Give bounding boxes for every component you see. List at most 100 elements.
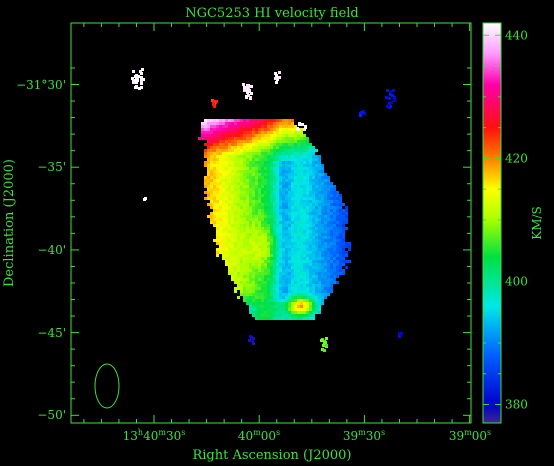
velocity-pixel	[204, 131, 207, 134]
velocity-pixel	[321, 194, 324, 197]
velocity-pixel	[330, 182, 333, 185]
velocity-pixel	[237, 278, 240, 281]
velocity-pixel	[243, 284, 246, 287]
velocity-pixel	[288, 251, 291, 254]
velocity-pixel	[309, 287, 312, 290]
velocity-pixel	[309, 149, 312, 152]
velocity-pixel	[315, 263, 318, 266]
velocity-pixel	[264, 134, 267, 137]
velocity-pixel	[222, 140, 225, 143]
velocity-pixel	[294, 128, 297, 131]
velocity-pixel	[321, 272, 324, 275]
velocity-pixel	[255, 176, 258, 179]
velocity-pixel	[258, 134, 261, 137]
velocity-pixel	[261, 191, 264, 194]
velocity-pixel	[336, 263, 339, 266]
velocity-pixel	[273, 188, 276, 191]
velocity-pixel	[315, 257, 318, 260]
velocity-pixel	[249, 203, 252, 206]
velocity-pixel	[309, 248, 312, 251]
velocity-pixel	[318, 290, 321, 293]
velocity-pixel	[264, 287, 267, 290]
velocity-pixel	[228, 185, 231, 188]
velocity-pixel	[297, 140, 300, 143]
velocity-pixel	[264, 215, 267, 218]
velocity-pixel	[315, 287, 318, 290]
velocity-pixel	[294, 158, 297, 161]
velocity-pixel	[249, 128, 252, 131]
velocity-pixel	[318, 242, 321, 245]
velocity-pixel	[234, 233, 237, 236]
velocity-pixel	[336, 191, 339, 194]
velocity-pixel	[231, 182, 234, 185]
velocity-pixel	[237, 182, 240, 185]
velocity-pixel	[303, 281, 306, 284]
colorbar-label: KM/S	[530, 206, 544, 240]
velocity-pixel	[336, 218, 339, 221]
velocity-pixel	[312, 248, 315, 251]
velocity-pixel	[258, 305, 261, 308]
velocity-pixel	[291, 254, 294, 257]
velocity-pixel	[276, 158, 279, 161]
velocity-pixel	[282, 278, 285, 281]
velocity-pixel	[225, 122, 228, 125]
velocity-pixel	[315, 293, 318, 296]
velocity-pixel	[243, 89, 246, 92]
velocity-pixel	[312, 230, 315, 233]
velocity-pixel	[237, 233, 240, 236]
velocity-pixel	[339, 221, 342, 224]
velocity-pixel	[240, 287, 243, 290]
velocity-pixel	[315, 149, 318, 152]
velocity-pixel	[255, 179, 258, 182]
velocity-pixel	[336, 251, 339, 254]
velocity-pixel	[234, 197, 237, 200]
velocity-pixel	[324, 251, 327, 254]
velocity-pixel	[270, 209, 273, 212]
velocity-pixel	[288, 200, 291, 203]
velocity-pixel	[237, 197, 240, 200]
velocity-pixel	[282, 128, 285, 131]
velocity-pixel	[225, 242, 228, 245]
velocity-pixel	[237, 158, 240, 161]
velocity-pixel	[231, 212, 234, 215]
velocity-pixel	[282, 161, 285, 164]
velocity-pixel	[327, 272, 330, 275]
velocity-pixel	[264, 275, 267, 278]
velocity-pixel	[321, 257, 324, 260]
velocity-pixel	[222, 122, 225, 125]
velocity-pixel	[258, 152, 261, 155]
velocity-pixel	[258, 281, 261, 284]
velocity-pixel	[336, 239, 339, 242]
velocity-pixel	[400, 332, 403, 335]
velocity-pixel	[237, 257, 240, 260]
velocity-pixel	[309, 221, 312, 224]
velocity-pixel	[216, 134, 219, 137]
velocity-pixel	[309, 302, 312, 305]
velocity-pixel	[249, 248, 252, 251]
velocity-pixel	[279, 230, 282, 233]
velocity-pixel	[321, 290, 324, 293]
velocity-pixel	[243, 176, 246, 179]
velocity-pixel	[219, 224, 222, 227]
velocity-pixel	[291, 281, 294, 284]
velocity-pixel	[279, 119, 282, 122]
velocity-pixel	[279, 209, 282, 212]
velocity-pixel	[270, 176, 273, 179]
velocity-pixel	[294, 314, 297, 317]
velocity-pixel	[321, 173, 324, 176]
velocity-pixel	[315, 164, 318, 167]
velocity-pixel	[315, 224, 318, 227]
velocity-pixel	[288, 299, 291, 302]
velocity-pixel	[261, 173, 264, 176]
velocity-pixel	[285, 131, 288, 134]
velocity-pixel	[240, 149, 243, 152]
velocity-pixel	[267, 179, 270, 182]
velocity-pixel	[291, 224, 294, 227]
velocity-pixel	[267, 158, 270, 161]
velocity-pixel	[312, 179, 315, 182]
velocity-pixel	[288, 248, 291, 251]
velocity-pixel	[321, 167, 324, 170]
velocity-pixel	[222, 152, 225, 155]
velocity-pixel	[222, 149, 225, 152]
velocity-pixel	[216, 215, 219, 218]
